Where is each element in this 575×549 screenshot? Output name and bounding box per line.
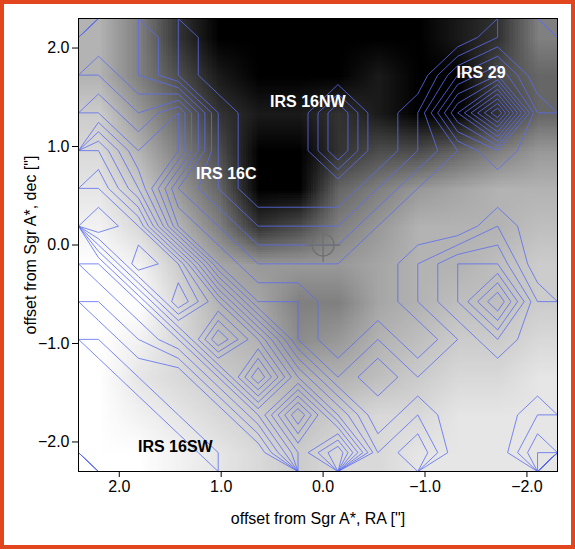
- svg-text:−1.0: −1.0: [409, 478, 441, 495]
- svg-text:IRS 16NW: IRS 16NW: [270, 93, 346, 110]
- svg-text:0.0: 0.0: [312, 478, 334, 495]
- svg-text:−2.0: −2.0: [38, 433, 70, 450]
- svg-text:offset from Sgr A*, dec ["]: offset from Sgr A*, dec ["]: [22, 156, 39, 335]
- svg-text:IRS 29: IRS 29: [457, 64, 506, 81]
- svg-text:IRS 16C: IRS 16C: [196, 165, 257, 182]
- svg-text:2.0: 2.0: [47, 39, 69, 56]
- svg-text:IRS 16SW: IRS 16SW: [138, 438, 214, 455]
- svg-text:1.0: 1.0: [47, 138, 69, 155]
- svg-text:offset from Sgr A*, RA ["]: offset from Sgr A*, RA ["]: [231, 510, 405, 527]
- svg-text:−2.0: −2.0: [511, 478, 543, 495]
- svg-text:2.0: 2.0: [108, 478, 130, 495]
- svg-text:1.0: 1.0: [210, 478, 232, 495]
- svg-text:0.0: 0.0: [47, 236, 69, 253]
- svg-text:−1.0: −1.0: [38, 335, 70, 352]
